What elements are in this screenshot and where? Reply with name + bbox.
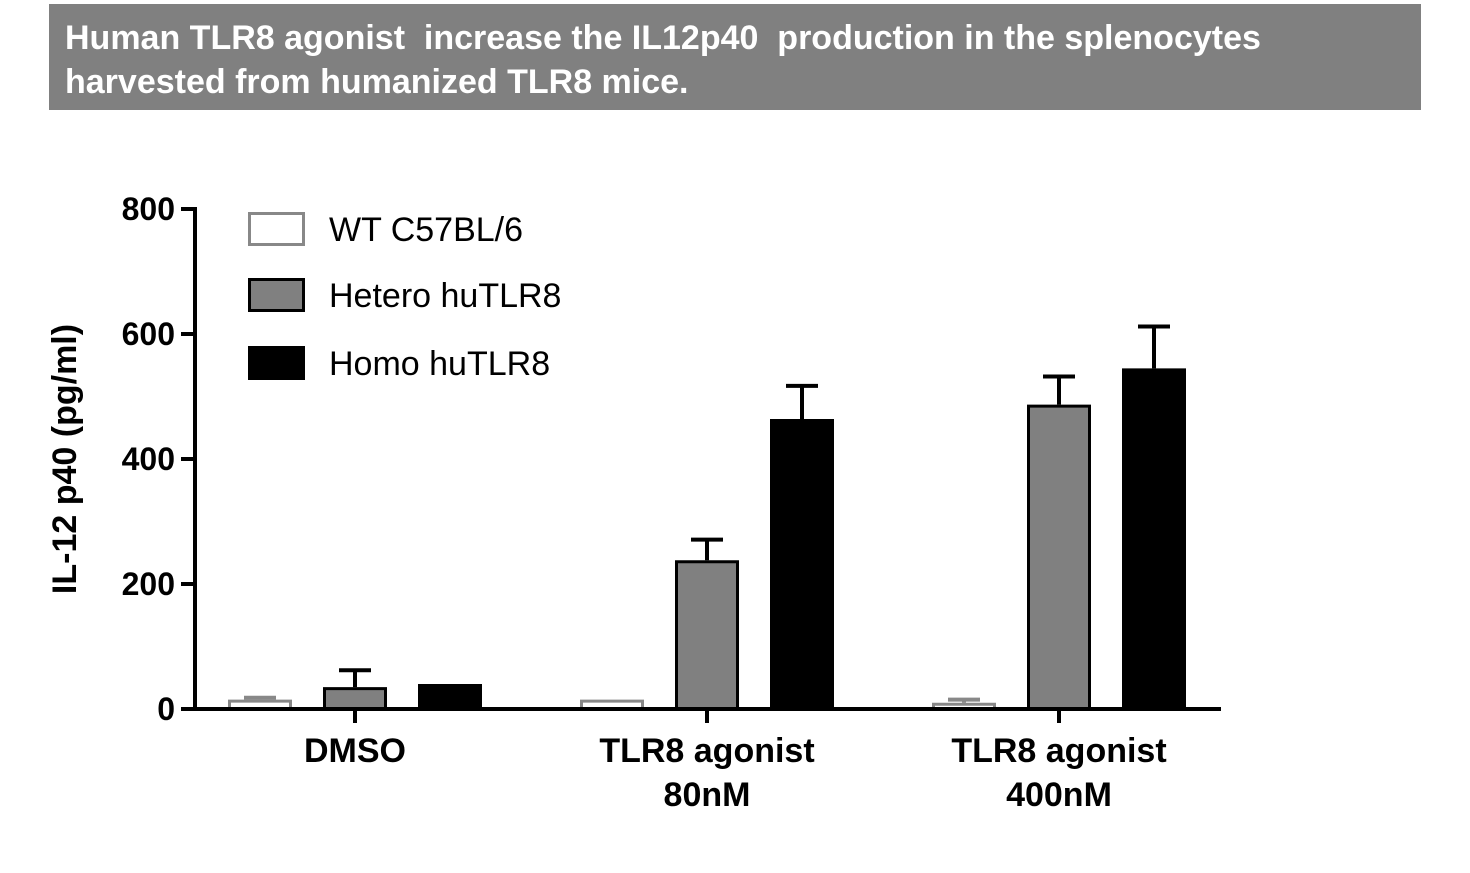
- y-tick-label-0: 0: [157, 691, 175, 727]
- title-banner: Human TLR8 agonist increase the IL12p40 …: [49, 4, 1421, 110]
- bar-homo-hutlr8-2: [1122, 368, 1186, 711]
- chart-title-line-2: harvested from humanized TLR8 mice.: [65, 63, 689, 101]
- bar-homo-hutlr8-1: [770, 419, 834, 711]
- bar-homo-hutlr8-0: [418, 684, 482, 711]
- y-tick-label-200: 200: [122, 566, 175, 602]
- y-tick-label-400: 400: [122, 441, 175, 477]
- x-category-label-2-1: 400nM: [1006, 776, 1112, 814]
- x-category-label-2-0: TLR8 agonist: [951, 732, 1166, 770]
- legend-label-0: WT C57BL/6: [329, 211, 523, 249]
- x-category-label-0-0: DMSO: [304, 732, 406, 770]
- y-tick-label-800: 800: [122, 191, 175, 227]
- legend-label-1: Hetero huTLR8: [329, 277, 561, 315]
- y-tick-label-600: 600: [122, 316, 175, 352]
- y-axis-label: IL-12 p40 (pg/ml): [46, 324, 84, 594]
- legend-swatch-1: [248, 278, 305, 312]
- bar-hetero-hutlr8-2: [1027, 404, 1091, 711]
- legend-swatch-0: [248, 212, 305, 246]
- x-category-label-1-1: 80nM: [664, 776, 751, 814]
- bar-hetero-hutlr8-0: [323, 687, 387, 711]
- bar-hetero-hutlr8-1: [675, 560, 739, 711]
- legend-label-2: Homo huTLR8: [329, 345, 550, 383]
- chart-title-line-1: Human TLR8 agonist increase the IL12p40 …: [65, 19, 1261, 57]
- x-category-label-1-0: TLR8 agonist: [599, 732, 814, 770]
- legend-swatch-2: [248, 346, 305, 380]
